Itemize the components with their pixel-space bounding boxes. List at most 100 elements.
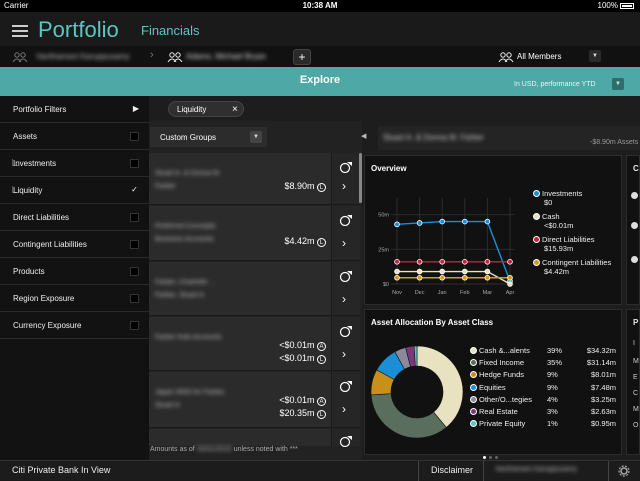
chevron-right-icon[interactable]: › [342,347,346,361]
chevron-right-icon[interactable]: › [342,402,346,416]
checkbox[interactable] [130,294,139,303]
page-indicator[interactable] [483,446,498,464]
liquidity-badge: L [317,238,326,247]
x-tick-label: Mar [483,290,493,296]
close-icon[interactable]: × [232,104,238,115]
y-tick-label: 50m [378,213,389,219]
sidebar-item-assets[interactable]: Assets [0,123,149,150]
y-tick-label: $0 [383,282,389,288]
play-icon: ▶ [132,104,139,113]
chevron-right-icon[interactable]: › [342,179,346,193]
group-row[interactable]: Stuart A. & Donna M. Farber $8.90m L › [149,153,360,205]
legend-cash: Cash <$0.01m [533,212,573,230]
filters-label: Portfolio Filters [13,105,67,114]
asset-allocation-title: Asset Allocation By Asset Class [371,318,494,327]
allocation-amount: $7.48m [590,382,616,392]
sidebar-item-label: Direct Liabilities [13,213,70,222]
pie-chart-icon[interactable] [339,161,353,173]
legend-value: $4.42m [544,267,570,276]
pie-chart-icon[interactable] [339,435,353,447]
donut-slice[interactable] [416,345,464,428]
legend-value: $15.93m [544,244,574,253]
group-name: Preferred Concepts [155,223,216,230]
data-point [439,218,445,225]
partial-card[interactable]: P I M E C M O [626,309,640,455]
donut-slice[interactable] [413,345,418,367]
asset-allocation-card[interactable]: Asset Allocation By Asset Class Cash &..… [364,309,622,459]
chevron-right-icon[interactable]: › [342,292,346,306]
y-tick-label: 25m [378,247,389,253]
explore-title: Explore [299,74,341,86]
group-name: Japan 9093 for Farber, [155,389,226,396]
group-value: $4.42m [284,236,315,246]
sidebar-item-region-exposure[interactable]: Region Exposure [0,285,149,312]
checkbox[interactable] [130,267,139,276]
sidebar-item-label: Currency Exposure [13,321,82,330]
breadcrumb-client[interactable]: Adams, Michael Bryan [186,52,267,61]
disclaimer-link[interactable]: Disclaimer [431,465,474,475]
data-point [484,268,491,275]
breadcrumb-owner[interactable]: Vanthamani Karuppusamy [36,52,130,61]
sidebar-item-label: Contingent Liabilities [13,240,87,249]
group-row[interactable] [149,429,360,447]
data-point [416,274,423,281]
chevron-down-icon[interactable]: ▼ [250,131,262,143]
sidebar-item-direct-liabilities[interactable]: Direct Liabilities [0,204,149,231]
legend-marker [631,222,638,229]
donut-slice[interactable] [370,393,447,439]
group-row[interactable]: Preferred Concepts Business Accounts $4.4… [149,206,360,261]
pie-chart-icon[interactable] [339,270,353,282]
data-point [507,281,513,287]
chevron-right-icon[interactable]: › [342,236,346,250]
sidebar-item-currency-exposure[interactable]: Currency Exposure [0,312,149,339]
chevron-down-icon[interactable]: ▼ [589,50,601,62]
data-point [462,268,468,275]
divider [608,461,609,481]
chevron-down-icon[interactable]: ▼ [612,78,624,90]
checkbox[interactable] [130,132,139,141]
members-selector[interactable]: All Members [517,52,562,61]
allocation-row: Real Estate 3% $2.63m [470,407,620,419]
filter-sidebar: Portfolio Filters ▶ Assets Investments L… [0,96,149,460]
checkbox[interactable] [130,321,139,330]
sidebar-item-liquidity[interactable]: Liquidity ✓ [0,177,149,204]
currency-selector[interactable]: In USD, performance YTD [514,81,596,88]
collapse-left-icon[interactable]: ◀ [361,133,367,140]
data-point [507,259,513,265]
allocation-name: Other/O...tegies [479,394,532,404]
legend-marker [631,192,638,199]
client-bar: Vanthamani Karuppusamy › Adams, Michael … [0,46,640,68]
pie-chart-icon[interactable] [339,380,353,392]
legend-marker [470,395,477,403]
sidebar-item-investments[interactable]: Investments [0,150,149,177]
pie-chart-icon[interactable] [339,325,353,337]
sidebar-item-products[interactable]: Products [0,258,149,285]
legend-marker [470,359,477,367]
group-name-2: Farber [155,183,176,190]
footer-bar: Citi Private Bank In View Disclaimer Van… [0,460,640,481]
group-row[interactable]: Farber, Charlotte ... Farber, Stuart A › [149,262,360,316]
partial-card[interactable]: C [626,155,640,305]
overview-card[interactable]: Overview Nov Dec Jan Feb Mar Apr 50m 25m $0 Inve… [364,155,622,305]
scrollbar[interactable] [359,153,362,203]
portfolio-filters-header[interactable]: Portfolio Filters ▶ [0,96,149,123]
add-button[interactable]: + [293,49,311,65]
checkmark-icon[interactable]: ✓ [131,185,138,194]
pie-chart-icon[interactable] [339,214,353,226]
x-tick-label: Nov [392,290,402,296]
legend-marker [631,256,638,263]
checkbox[interactable] [130,213,139,222]
gear-icon[interactable] [618,465,630,477]
legend-name: Cash [542,212,560,221]
partial-card-title: P [633,318,639,327]
sidebar-item-contingent-liabilities[interactable]: Contingent Liabilities [0,231,149,258]
checkbox[interactable] [130,240,139,249]
divider [483,461,484,481]
group-row[interactable]: Japan 9093 for Farber, Stuart A <$0.01m A… [149,372,360,428]
chevron-right-icon: › [150,49,154,61]
custom-groups-dropdown[interactable]: Custom Groups ▼ [150,127,267,147]
page-dot [495,456,498,459]
checkbox[interactable] [130,159,139,168]
group-row[interactable]: Farber Kids Accounts <$0.01m A <$0.01m L … [149,317,360,371]
menu-icon[interactable] [12,25,28,37]
